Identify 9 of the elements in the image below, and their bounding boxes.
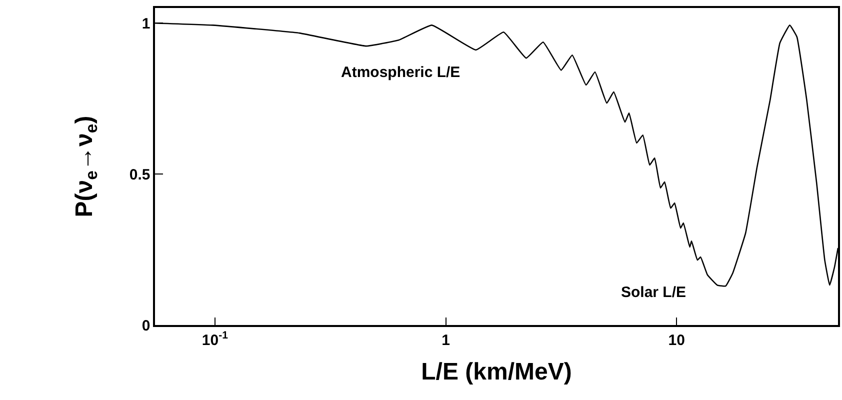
x-tick-label: 10: [668, 332, 685, 349]
y-tick-label: 1: [142, 15, 150, 32]
x-tick-label: 10$^{-1}$: [202, 329, 228, 349]
annotation: Atmospheric L/E: [341, 64, 460, 81]
x-tick-label: 1: [442, 332, 450, 349]
y-tick-label: 0: [142, 317, 150, 334]
x-axis-title: L/E (km/MeV): [421, 358, 572, 386]
y-tick-label: 0.5: [129, 166, 150, 184]
annotation: Solar L/E: [621, 284, 686, 301]
